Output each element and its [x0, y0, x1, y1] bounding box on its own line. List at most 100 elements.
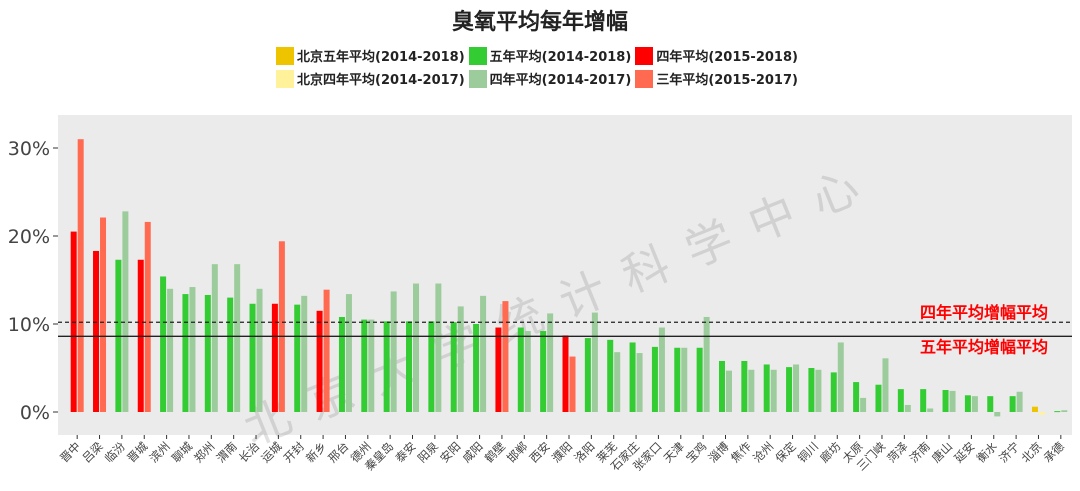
bar-first — [629, 342, 636, 412]
reference-line-label: 五年平均增幅平均 — [920, 337, 1048, 356]
bar-second — [234, 264, 241, 412]
bar-first — [674, 347, 681, 412]
bar-second — [211, 264, 218, 412]
legend-label: 三年平均(2015-2017) — [656, 73, 798, 88]
bar-second — [1061, 410, 1068, 412]
x-tick-label: 保定 — [773, 439, 800, 466]
bar-second — [524, 331, 531, 412]
y-tick-label: 0% — [20, 402, 50, 424]
x-tick-label: 衡水 — [974, 439, 1001, 466]
x-tick-label: 唐山 — [929, 439, 955, 465]
bar-first — [1054, 411, 1061, 413]
bar-first — [875, 384, 882, 412]
bar-first — [853, 382, 860, 412]
bar-first — [1031, 406, 1038, 412]
x-tick-label: 铜川 — [795, 439, 821, 465]
x-tick-label: 洛阳 — [571, 439, 597, 465]
x-tick-label: 天津 — [661, 439, 687, 465]
bar-first — [964, 395, 971, 412]
x-tick-label: 阳泉 — [415, 439, 442, 466]
bar-second — [971, 396, 978, 412]
bar-second — [368, 319, 375, 412]
x-tick-label: 济南 — [907, 439, 933, 465]
legend-item: 北京四年平均(2014-2017) — [276, 69, 465, 88]
bar-second — [681, 347, 688, 412]
bar-first — [160, 276, 167, 412]
bar-first — [204, 294, 211, 412]
x-tick-label: 济宁 — [996, 439, 1022, 465]
bar-second — [703, 316, 710, 412]
bar-first — [987, 396, 994, 412]
bar-second — [860, 397, 867, 412]
x-tick-label: 渭南 — [214, 439, 240, 465]
bar-first — [830, 372, 837, 412]
x-tick-label: 邢台 — [325, 439, 351, 465]
bar-second — [100, 217, 107, 412]
bar-first — [808, 368, 815, 412]
bar-first — [1009, 396, 1016, 412]
bar-second — [949, 390, 956, 412]
bar-first — [294, 304, 301, 412]
bar-first — [495, 327, 502, 412]
legend-label: 四年平均(2014-2017) — [489, 73, 632, 88]
bar-second — [927, 408, 934, 412]
bar-second — [390, 291, 397, 412]
legend-item: 三年平均(2015-2017) — [635, 69, 798, 88]
bar-first — [227, 297, 234, 412]
bar-second — [547, 313, 554, 412]
bar-first — [383, 321, 390, 412]
bar-second — [636, 353, 643, 412]
legend-label: 北京五年平均(2014-2018) — [297, 50, 465, 65]
bar-first — [540, 331, 547, 412]
bar-second — [994, 412, 1001, 417]
bar-first — [249, 303, 256, 412]
bar-first — [406, 321, 413, 412]
bar-first — [607, 339, 614, 412]
x-tick-label: 滨州 — [147, 439, 173, 465]
x-tick-label: 沧州 — [750, 439, 776, 465]
legend: 北京五年平均(2014-2018) 五年平均(2014-2018) 四年平均(201… — [276, 46, 798, 88]
bar-second — [1038, 412, 1045, 415]
bar-second — [435, 283, 442, 412]
legend-item: 五年平均(2014-2018) — [468, 46, 631, 65]
bar-second — [457, 306, 464, 412]
legend-swatch — [468, 46, 487, 65]
bar-second — [144, 221, 151, 412]
bar-first — [562, 335, 569, 412]
x-tick-label: 邯郸 — [504, 439, 530, 465]
bar-second — [256, 288, 263, 412]
bar-second — [614, 352, 621, 412]
x-tick-label: 焦作 — [728, 439, 755, 466]
bar-second — [413, 283, 420, 412]
legend-item: 四年平均(2014-2017) — [468, 69, 632, 88]
bar-second — [502, 301, 509, 412]
bar-second — [301, 295, 308, 412]
x-tick-label: 新乡 — [303, 439, 329, 465]
chart-title: 臭氧平均每年增幅 — [451, 9, 628, 35]
y-tick-label: 10% — [8, 314, 50, 336]
bar-first — [786, 367, 793, 412]
bar-first — [942, 390, 949, 412]
x-tick-label: 吕梁 — [79, 439, 106, 466]
legend-item: 北京五年平均(2014-2018) — [276, 46, 465, 65]
legend-swatch — [468, 69, 487, 88]
x-tick-label: 承德 — [1041, 439, 1068, 466]
x-tick-label: 晋城 — [124, 439, 151, 466]
bar-first — [584, 338, 591, 412]
x-tick-label: 延安 — [951, 439, 977, 465]
bar-second — [837, 342, 844, 412]
bar-second — [345, 294, 352, 412]
bar-first — [741, 360, 748, 412]
legend-swatch — [635, 69, 654, 88]
x-tick-label: 廊坊 — [817, 439, 844, 466]
legend-swatch — [276, 46, 294, 65]
bar-first — [271, 303, 278, 412]
bar-second — [1016, 391, 1023, 412]
legend-swatch — [635, 46, 654, 65]
bar-first — [428, 321, 435, 412]
x-tick-label: 晋中 — [57, 439, 83, 465]
x-tick-label: 安阳 — [437, 439, 463, 465]
x-tick-label: 聊城 — [169, 439, 196, 466]
bar-first — [473, 324, 480, 412]
bar-second — [793, 364, 800, 412]
